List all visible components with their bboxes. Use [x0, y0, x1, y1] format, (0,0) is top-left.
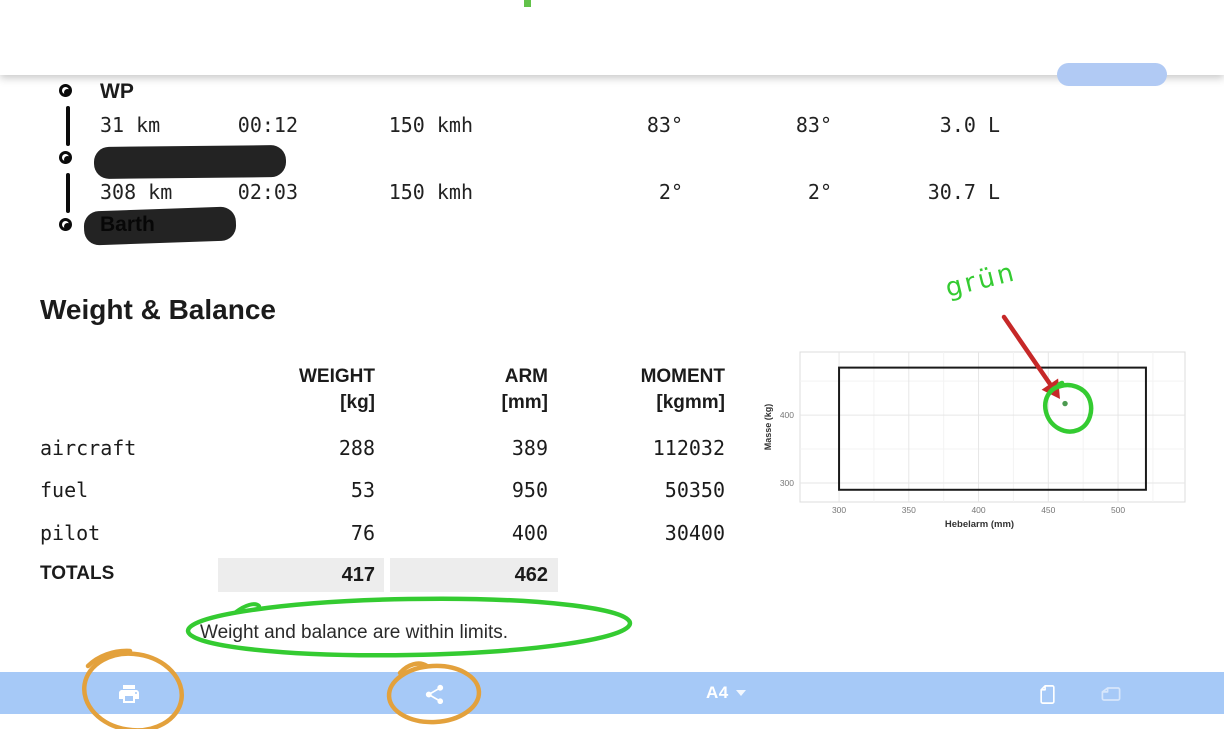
- row-moment: 50350: [664, 478, 725, 502]
- portrait-page-icon: [1039, 684, 1055, 704]
- share-icon: [425, 684, 443, 704]
- leg-fuel: 3.0 L: [939, 113, 1000, 137]
- waypoint-name: WP: [100, 80, 134, 103]
- leg-time: 02:03: [237, 180, 298, 204]
- y-tick-label: 400: [780, 410, 794, 420]
- section-title: Weight & Balance: [40, 294, 276, 325]
- row-weight: 76: [350, 521, 375, 545]
- leg-track: 2°: [658, 180, 683, 204]
- leg-fuel: 30.7 L: [927, 180, 1000, 204]
- redaction-marker: [93, 144, 287, 180]
- waypoint-marker-icon: [59, 151, 72, 164]
- leg-speed: 150 kmh: [388, 180, 473, 204]
- red-arrow-shaft: [1001, 314, 1053, 387]
- chart-panel: [799, 351, 1186, 503]
- cg-point: [1062, 400, 1068, 407]
- row-moment: 30400: [664, 521, 725, 545]
- waypoint-marker-icon: [59, 218, 72, 231]
- x-tick-label: 500: [1111, 505, 1125, 515]
- row-arm: 389: [511, 436, 548, 460]
- col-header-arm: ARM: [504, 366, 548, 387]
- green-circle-around-point: [1043, 380, 1094, 434]
- bottom-toolbar: A4: [0, 672, 1224, 714]
- wb-status-note: Weight and balance are within limits.: [200, 622, 509, 643]
- leg-distance: 308 km: [100, 180, 173, 204]
- leg-heading: 2°: [807, 180, 832, 204]
- y-axis-title: Masse (kg): [763, 404, 773, 451]
- x-tick-label: 300: [832, 505, 846, 515]
- row-arm: 950: [511, 478, 548, 502]
- weight-balance-envelope-chart: 300 350 400 450 500 300 400 Hebelarm (mm) Masse …: [763, 351, 1186, 530]
- landscape-orientation-button[interactable]: [1096, 679, 1126, 709]
- paper-size-label: A4: [706, 683, 729, 702]
- portrait-orientation-button[interactable]: [1032, 679, 1062, 709]
- totals-arm-cell: 462: [390, 558, 558, 592]
- row-label: pilot: [40, 521, 101, 545]
- y-tick-label: 300: [780, 478, 794, 488]
- share-button[interactable]: [419, 679, 449, 709]
- bottom-strip: [0, 714, 1224, 729]
- top-app-bar: [0, 0, 1224, 75]
- leg-track: 83°: [646, 113, 683, 137]
- row-moment: 112032: [652, 436, 725, 460]
- x-tick-label: 400: [971, 505, 985, 515]
- top-right-pill-button[interactable]: [1057, 63, 1167, 86]
- totals-label: TOTALS: [40, 563, 115, 584]
- envelope-outline: [838, 366, 1147, 491]
- row-weight: 288: [338, 436, 375, 460]
- orange-circle-tail: [85, 648, 133, 669]
- route-leg-line: [66, 106, 70, 146]
- row-weight: 53: [350, 478, 375, 502]
- row-arm: 400: [511, 521, 548, 545]
- waypoint-marker-icon: [59, 84, 72, 97]
- leg-heading: 83°: [795, 113, 832, 137]
- landscape-page-icon: [1101, 687, 1121, 701]
- col-header-weight: WEIGHT: [299, 366, 375, 387]
- col-header-weight-unit: [kg]: [340, 392, 375, 413]
- print-icon: [119, 685, 139, 703]
- leg-distance: 31 km: [100, 113, 161, 137]
- leg-time: 00:12: [237, 113, 298, 137]
- gruen-handwriting: grün: [942, 257, 1019, 304]
- x-tick-label: 450: [1041, 505, 1055, 515]
- row-label: aircraft: [40, 436, 137, 460]
- paper-size-selector[interactable]: A4: [706, 682, 746, 704]
- x-tick-label: 350: [902, 505, 916, 515]
- chevron-down-icon: [735, 690, 746, 696]
- red-arrow-head: [1041, 378, 1060, 399]
- row-label: fuel: [40, 478, 89, 502]
- totals-weight-cell: 417: [218, 558, 384, 592]
- route-leg-line: [66, 173, 70, 213]
- x-axis-title: Hebelarm (mm): [945, 519, 1014, 530]
- hand-drawn-annotations: grün: [81, 0, 1094, 729]
- redaction-marker: [83, 206, 237, 246]
- green-circle-tail: [234, 602, 261, 614]
- col-header-moment: MOMENT: [640, 366, 725, 387]
- print-button[interactable]: [114, 679, 144, 709]
- col-header-moment-unit: [kgmm]: [656, 392, 725, 413]
- leg-speed: 150 kmh: [388, 113, 473, 137]
- col-header-arm-unit: [mm]: [501, 392, 548, 413]
